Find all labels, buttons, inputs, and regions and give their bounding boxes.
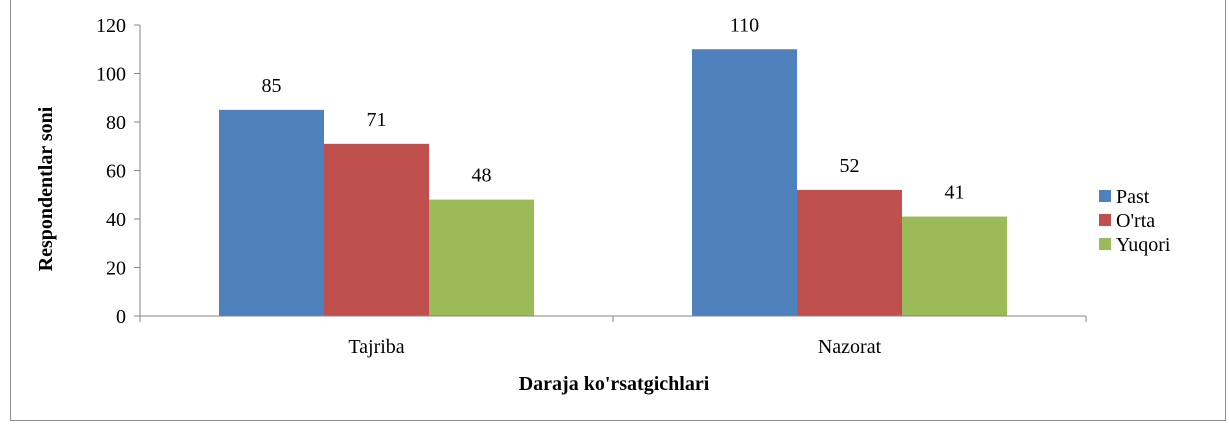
bar (902, 216, 1007, 316)
bars-group (219, 49, 1007, 316)
x-axis-label: Daraja ko'rsatgichlari (519, 373, 710, 395)
bar (692, 49, 797, 316)
chart-area-border (10, 0, 1226, 421)
data-labels-group: 85 71 48 110 52 41 (262, 14, 965, 203)
legend-swatch (1099, 190, 1111, 202)
y-tick-label: 120 (96, 15, 126, 37)
legend-label: O'rta (1116, 210, 1155, 232)
bar-value-label: 41 (945, 182, 965, 204)
bar-value-label: 52 (840, 155, 860, 177)
bar-value-label: 48 (472, 165, 492, 187)
bar (324, 143, 429, 316)
bar (797, 189, 902, 316)
x-category-label: Tajriba (348, 336, 404, 358)
bar-value-label: 85 (262, 75, 282, 97)
bar-value-label: 71 (367, 109, 387, 131)
y-tick-label: 80 (106, 112, 126, 134)
legend-swatch (1099, 214, 1111, 226)
bar-value-label: 110 (730, 14, 759, 36)
y-ticks-group: 0 20 40 60 80 100 120 (96, 15, 140, 328)
x-ticks-group: Tajriba Nazorat (139, 316, 1087, 358)
y-tick-label: 0 (116, 306, 126, 328)
legend-label: Yuqori (1116, 234, 1171, 256)
bar (429, 199, 534, 316)
y-tick-label: 40 (106, 209, 126, 231)
legend-swatch (1099, 238, 1111, 250)
x-category-label: Nazorat (818, 336, 882, 358)
y-tick-label: 100 (96, 64, 126, 86)
y-tick-label: 20 (106, 258, 126, 280)
chart-title-container (0, 0, 1229, 14)
bar (219, 109, 324, 316)
legend-label: Past (1116, 186, 1150, 208)
y-tick-label: 60 (106, 161, 126, 183)
y-axis-label: Respondentlar soni (35, 106, 57, 271)
